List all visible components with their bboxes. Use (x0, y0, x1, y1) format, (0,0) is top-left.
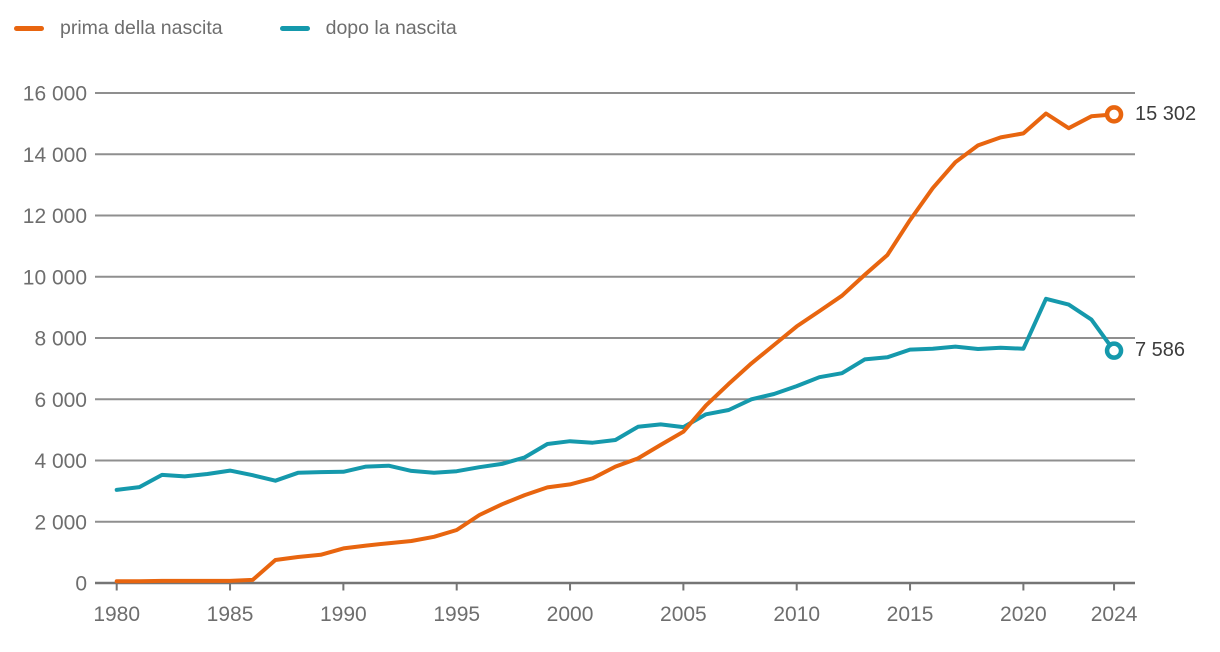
legend-item-prima-della-nascita[interactable]: prima della nascita (14, 17, 223, 40)
series-line-dopo[interactable] (114, 296, 1116, 492)
x-tick-label: 1995 (433, 603, 480, 626)
x-tick-label: 1980 (93, 603, 140, 626)
y-tick-label: 12 000 (23, 205, 87, 228)
y-tick-label: 10 000 (23, 266, 87, 289)
legend-label-prima: prima della nascita (60, 17, 223, 39)
y-tick-label: 0 (75, 573, 87, 596)
x-tick-label: 2005 (660, 603, 707, 626)
end-value-label-dopo: 7 586 (1135, 339, 1186, 361)
y-tick-label: 14 000 (23, 144, 87, 167)
y-tick-label: 8 000 (34, 328, 87, 351)
y-tick-label: 6 000 (34, 389, 87, 412)
x-tick-label: 1990 (320, 603, 367, 626)
legend-item-dopo-la-nascita[interactable]: dopo la nascita (279, 17, 457, 40)
end-value-label-prima: 15 302 (1135, 103, 1197, 125)
x-tick-label: 2020 (1000, 603, 1047, 626)
x-tick-label: 2015 (887, 603, 934, 626)
chart-legend: prima della nascita dopo la nascita (14, 17, 457, 40)
y-tick-label: 4 000 (34, 450, 87, 473)
x-tick-label: 2010 (773, 603, 820, 626)
x-tick-label: 2000 (547, 603, 594, 626)
legend-swatch-prima-icon (14, 26, 44, 31)
y-tick-label: 16 000 (23, 83, 87, 106)
x-tick-label: 2024 (1091, 603, 1138, 626)
end-marker-dopo[interactable] (1104, 341, 1124, 360)
series-line-prima[interactable] (114, 111, 1116, 584)
x-tick-label: 1985 (207, 603, 254, 626)
end-marker-prima[interactable] (1104, 105, 1124, 124)
legend-label-dopo: dopo la nascita (325, 17, 457, 39)
y-tick-label: 2 000 (34, 511, 87, 534)
legend-swatch-dopo-icon (279, 26, 310, 31)
